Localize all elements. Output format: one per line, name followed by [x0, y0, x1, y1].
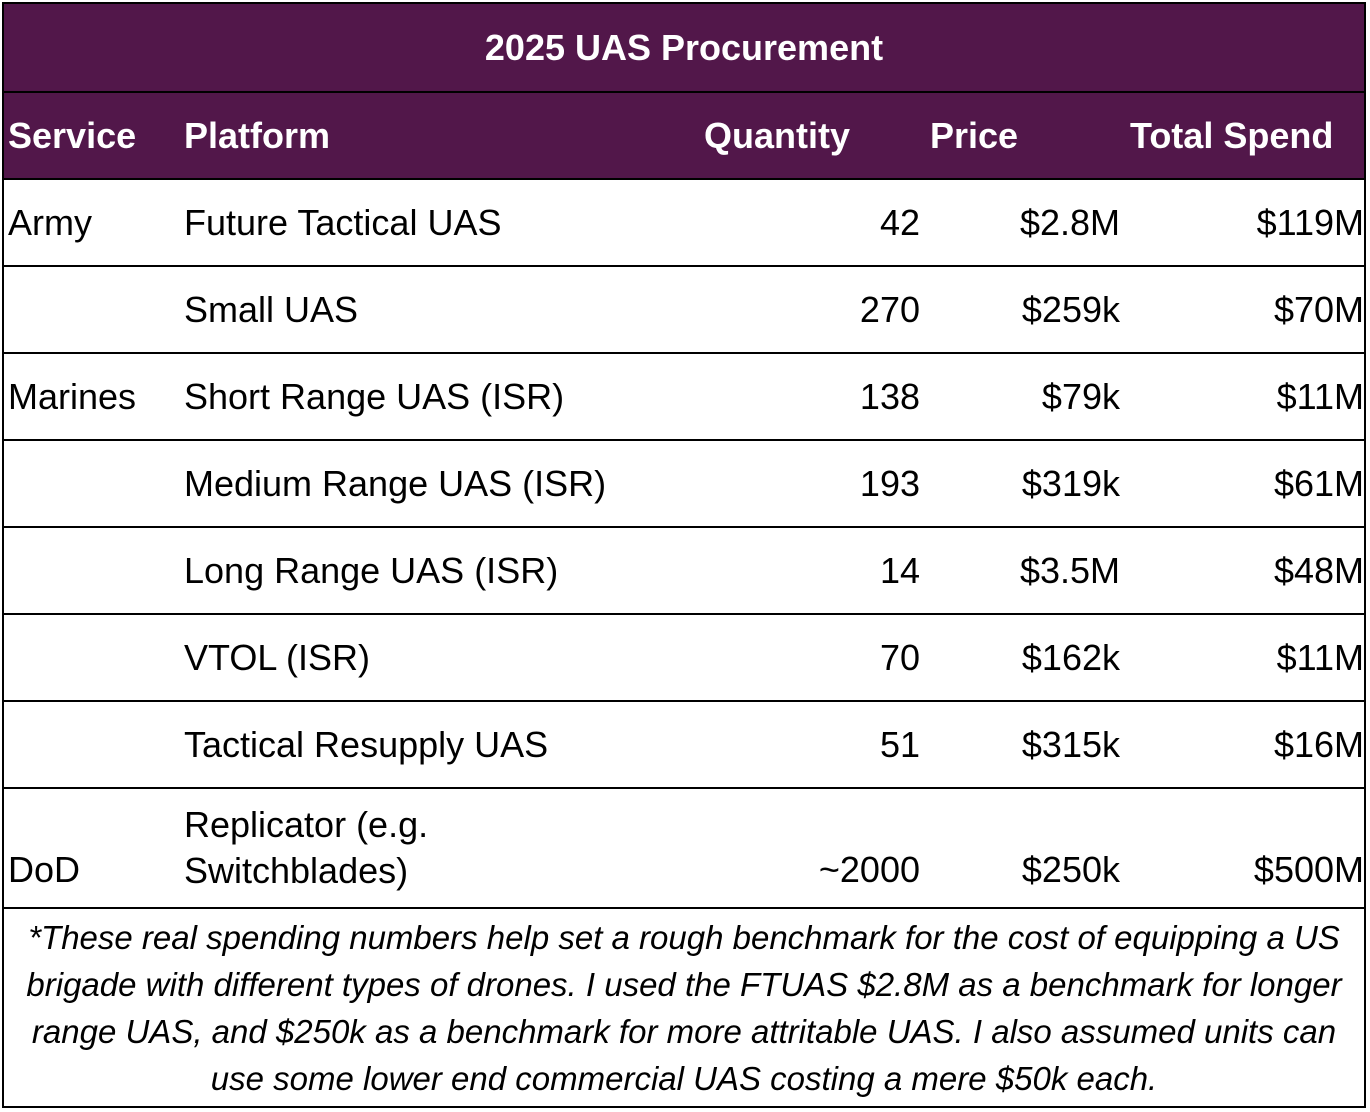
cell-total-spend: $500M — [1253, 849, 1364, 890]
cell-service: Marines — [8, 375, 137, 417]
cell-platform: Future Tactical UAS — [184, 201, 502, 243]
cell-total-spend: $11M — [1276, 375, 1364, 417]
cell-price: $319k — [1021, 462, 1120, 504]
cell-platform: Long Range UAS (ISR) — [184, 549, 559, 591]
table-row: Army Future Tactical UAS 42 $2.8M $119M — [4, 180, 1364, 267]
cell-quantity: 193 — [859, 462, 920, 504]
header-price: Price — [930, 114, 1019, 156]
cell-platform-line: Replicator (e.g. — [184, 804, 429, 846]
cell-quantity: 14 — [879, 549, 920, 591]
cell-price: $2.8M — [1019, 201, 1120, 243]
cell-platform: Replicator (e.g. Switchblades) — [184, 802, 704, 893]
table-row: Long Range UAS (ISR) 14 $3.5M $48M — [4, 528, 1364, 615]
table-row: DoD Replicator (e.g. Switchblades) ~2000… — [4, 789, 1364, 909]
cell-platform: VTOL (ISR) — [184, 636, 371, 678]
table-row: VTOL (ISR) 70 $162k $11M — [4, 615, 1364, 702]
footnote: *These real spending numbers help set a … — [26, 919, 1342, 1097]
cell-quantity: 51 — [879, 723, 920, 765]
cell-price: $250k — [1021, 849, 1120, 890]
cell-quantity: 70 — [879, 636, 920, 678]
table-row: Tactical Resupply UAS 51 $315k $16M — [4, 702, 1364, 789]
header-service: Service — [8, 114, 137, 156]
table-row: Medium Range UAS (ISR) 193 $319k $61M — [4, 441, 1364, 528]
header-quantity: Quantity — [704, 114, 851, 156]
cell-total-spend: $11M — [1276, 636, 1364, 678]
cell-total-spend: $61M — [1273, 462, 1364, 504]
header-platform: Platform — [184, 114, 331, 156]
cell-platform: Small UAS — [184, 288, 359, 330]
cell-price: $79k — [1041, 375, 1120, 417]
cell-total-spend: $119M — [1256, 201, 1364, 243]
cell-service: Army — [8, 201, 92, 243]
cell-price: $3.5M — [1019, 549, 1120, 591]
cell-platform: Tactical Resupply UAS — [184, 723, 549, 765]
cell-price: $162k — [1021, 636, 1120, 678]
table-title: 2025 UAS Procurement — [4, 4, 1364, 93]
cell-total-spend: $70M — [1273, 288, 1364, 330]
header-total-spend: Total Spend — [1130, 114, 1334, 156]
cell-quantity: 270 — [859, 288, 920, 330]
cell-service: DoD — [8, 849, 81, 890]
cell-price: $259k — [1021, 288, 1120, 330]
cell-quantity: ~2000 — [818, 849, 920, 890]
cell-platform: Short Range UAS (ISR) — [184, 375, 565, 417]
cell-quantity: 138 — [859, 375, 920, 417]
table-row: Marines Short Range UAS (ISR) 138 $79k $… — [4, 354, 1364, 441]
cell-platform-line: Switchblades) — [184, 850, 409, 891]
cell-platform: Medium Range UAS (ISR) — [184, 462, 607, 504]
table-row: Small UAS 270 $259k $70M — [4, 267, 1364, 354]
cell-total-spend: $48M — [1273, 549, 1364, 591]
cell-total-spend: $16M — [1273, 723, 1364, 765]
cell-price: $315k — [1021, 723, 1120, 765]
cell-quantity: 42 — [879, 201, 920, 243]
table-header: Service Platform Quantity Price Total Sp… — [4, 93, 1364, 180]
